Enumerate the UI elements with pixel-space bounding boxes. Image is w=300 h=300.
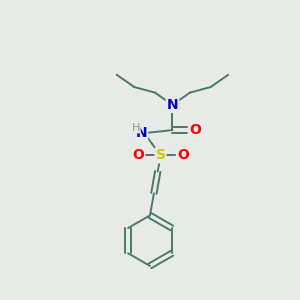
Text: N: N	[167, 98, 178, 112]
Text: H: H	[132, 123, 140, 133]
Text: O: O	[132, 148, 144, 162]
Text: S: S	[156, 148, 166, 162]
Text: O: O	[189, 123, 201, 137]
Text: N: N	[135, 126, 147, 140]
Text: O: O	[177, 148, 189, 162]
